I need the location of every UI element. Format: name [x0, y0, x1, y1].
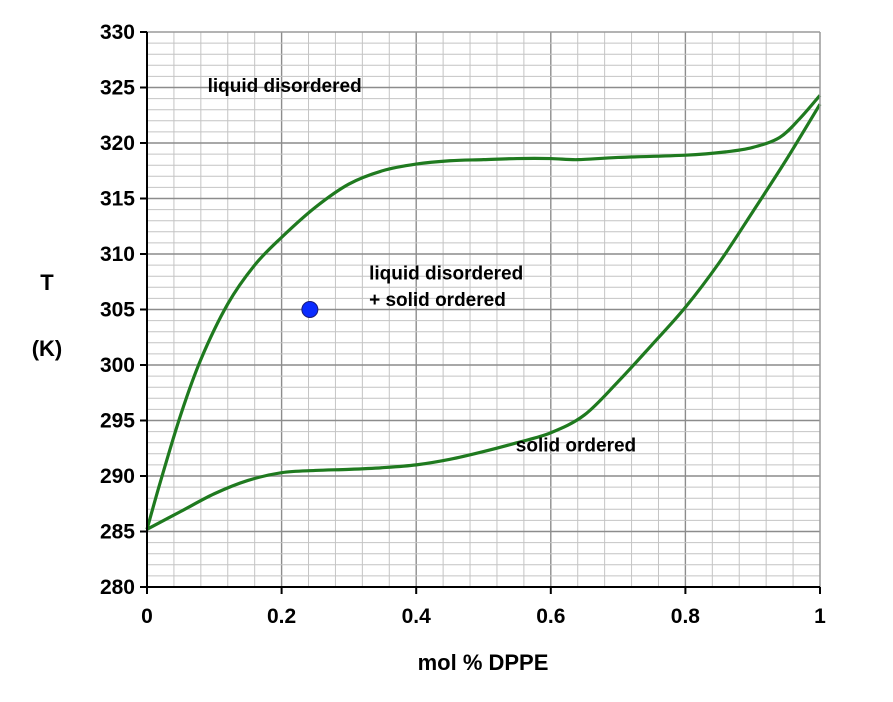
y-tick-label: 330: [100, 21, 135, 44]
y-tick-label: 310: [100, 243, 135, 266]
y-tick-label: 320: [100, 132, 135, 155]
region-label: liquid disordered: [208, 76, 362, 97]
y-tick-label: 285: [100, 521, 135, 544]
x-tick-label: 0.8: [671, 605, 701, 628]
x-tick-label: 0.2: [267, 605, 296, 628]
region-label: + solid ordered: [369, 290, 506, 311]
series-layer: [145, 94, 822, 531]
y-tick-label: 280: [100, 576, 135, 599]
point-layer: [301, 301, 319, 318]
grid: [147, 32, 820, 587]
y-tick-label: 305: [100, 299, 135, 322]
series-line-1: [145, 94, 822, 530]
region-labels: liquid disordered liquid disordered + soli…: [208, 76, 637, 457]
y-tick-label: 325: [100, 77, 135, 100]
y-axis-title-line-1: T: [40, 270, 54, 295]
plot-frame: [140, 31, 821, 594]
y-tick-label: 300: [100, 354, 135, 377]
y-tick-label: 290: [100, 465, 135, 488]
series-line-2: [146, 103, 822, 531]
tick-labels: 280 285 290 295 300 305 310 315 320 325 330 0 0.2 0.4…: [100, 21, 826, 628]
region-label: liquid disordered: [369, 264, 523, 285]
x-tick-label: 1: [814, 605, 826, 628]
x-tick-label: 0.6: [536, 605, 565, 628]
region-label: solid ordered: [516, 436, 636, 457]
data-point-1: [301, 301, 319, 318]
y-tick-label: 295: [100, 410, 135, 433]
y-tick-label: 315: [100, 188, 135, 211]
y-axis-title-line-2: (K): [32, 336, 63, 361]
x-axis-title: mol % DPPE: [418, 650, 549, 675]
x-tick-label: 0.4: [402, 605, 432, 628]
x-tick-label: 0: [141, 605, 153, 628]
